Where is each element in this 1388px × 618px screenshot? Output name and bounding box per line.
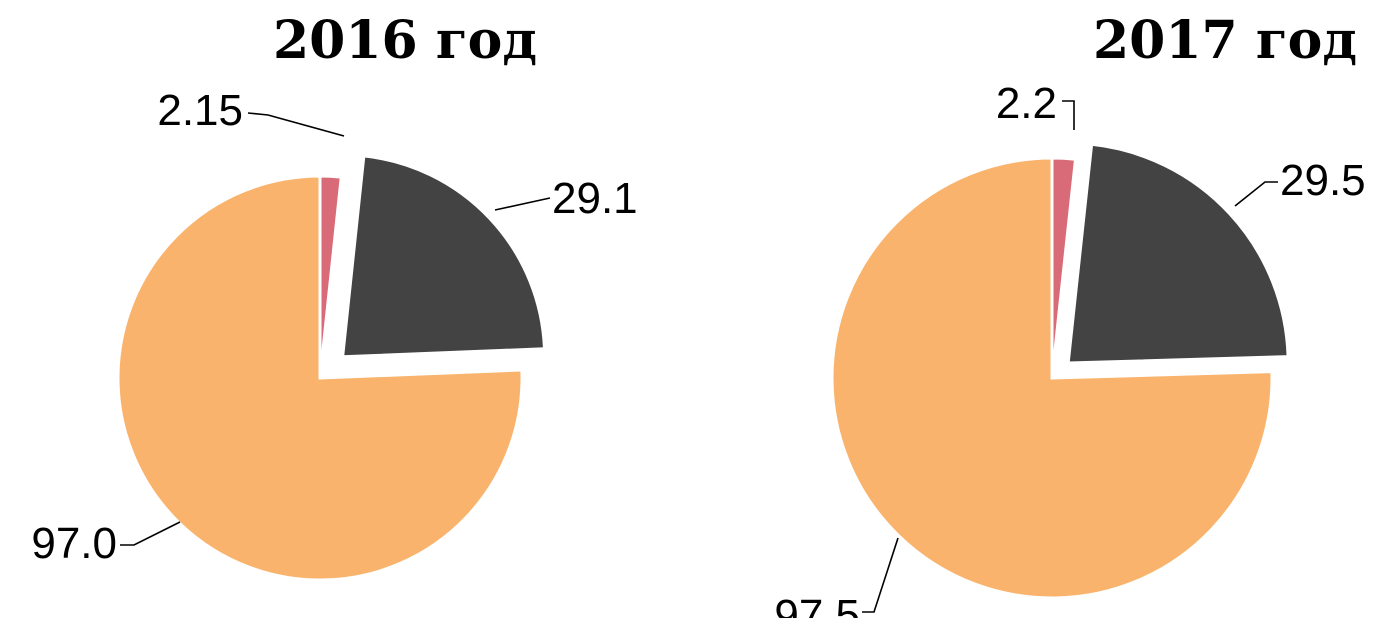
data-label-1-2: 97.5 (774, 591, 860, 618)
pie-slice-0-1 (340, 154, 547, 359)
data-label-1-1: 29.5 (1280, 156, 1366, 205)
leader-line-1-1 (1234, 181, 1278, 207)
pie-chart-2017: 2017 год 2.2 29.5 97.5 (774, 10, 1365, 618)
leader-line-0-1 (494, 197, 551, 211)
pie-chart-2016: 2016 год 2.15 29.1 97.0 (31, 10, 638, 582)
data-label-0-2: 97.0 (31, 519, 117, 568)
pie-slice-0-2 (116, 174, 524, 582)
pie-slice-0-0 (318, 174, 343, 379)
leader-line-0-2 (120, 521, 181, 546)
pie-slice-1-2 (830, 156, 1274, 600)
chart-title-2017: 2017 год (1093, 10, 1357, 71)
leader-line-1-2 (862, 537, 899, 613)
data-label-1-0: 2.2 (996, 79, 1057, 128)
leader-line-0-0 (247, 112, 345, 137)
pie-slice-1-1 (1066, 142, 1290, 365)
leader-line-1-0 (1062, 100, 1075, 130)
data-label-0-0: 2.15 (157, 86, 243, 135)
data-label-0-1: 29.1 (552, 174, 638, 223)
chart-title-2016: 2016 год (273, 10, 537, 71)
